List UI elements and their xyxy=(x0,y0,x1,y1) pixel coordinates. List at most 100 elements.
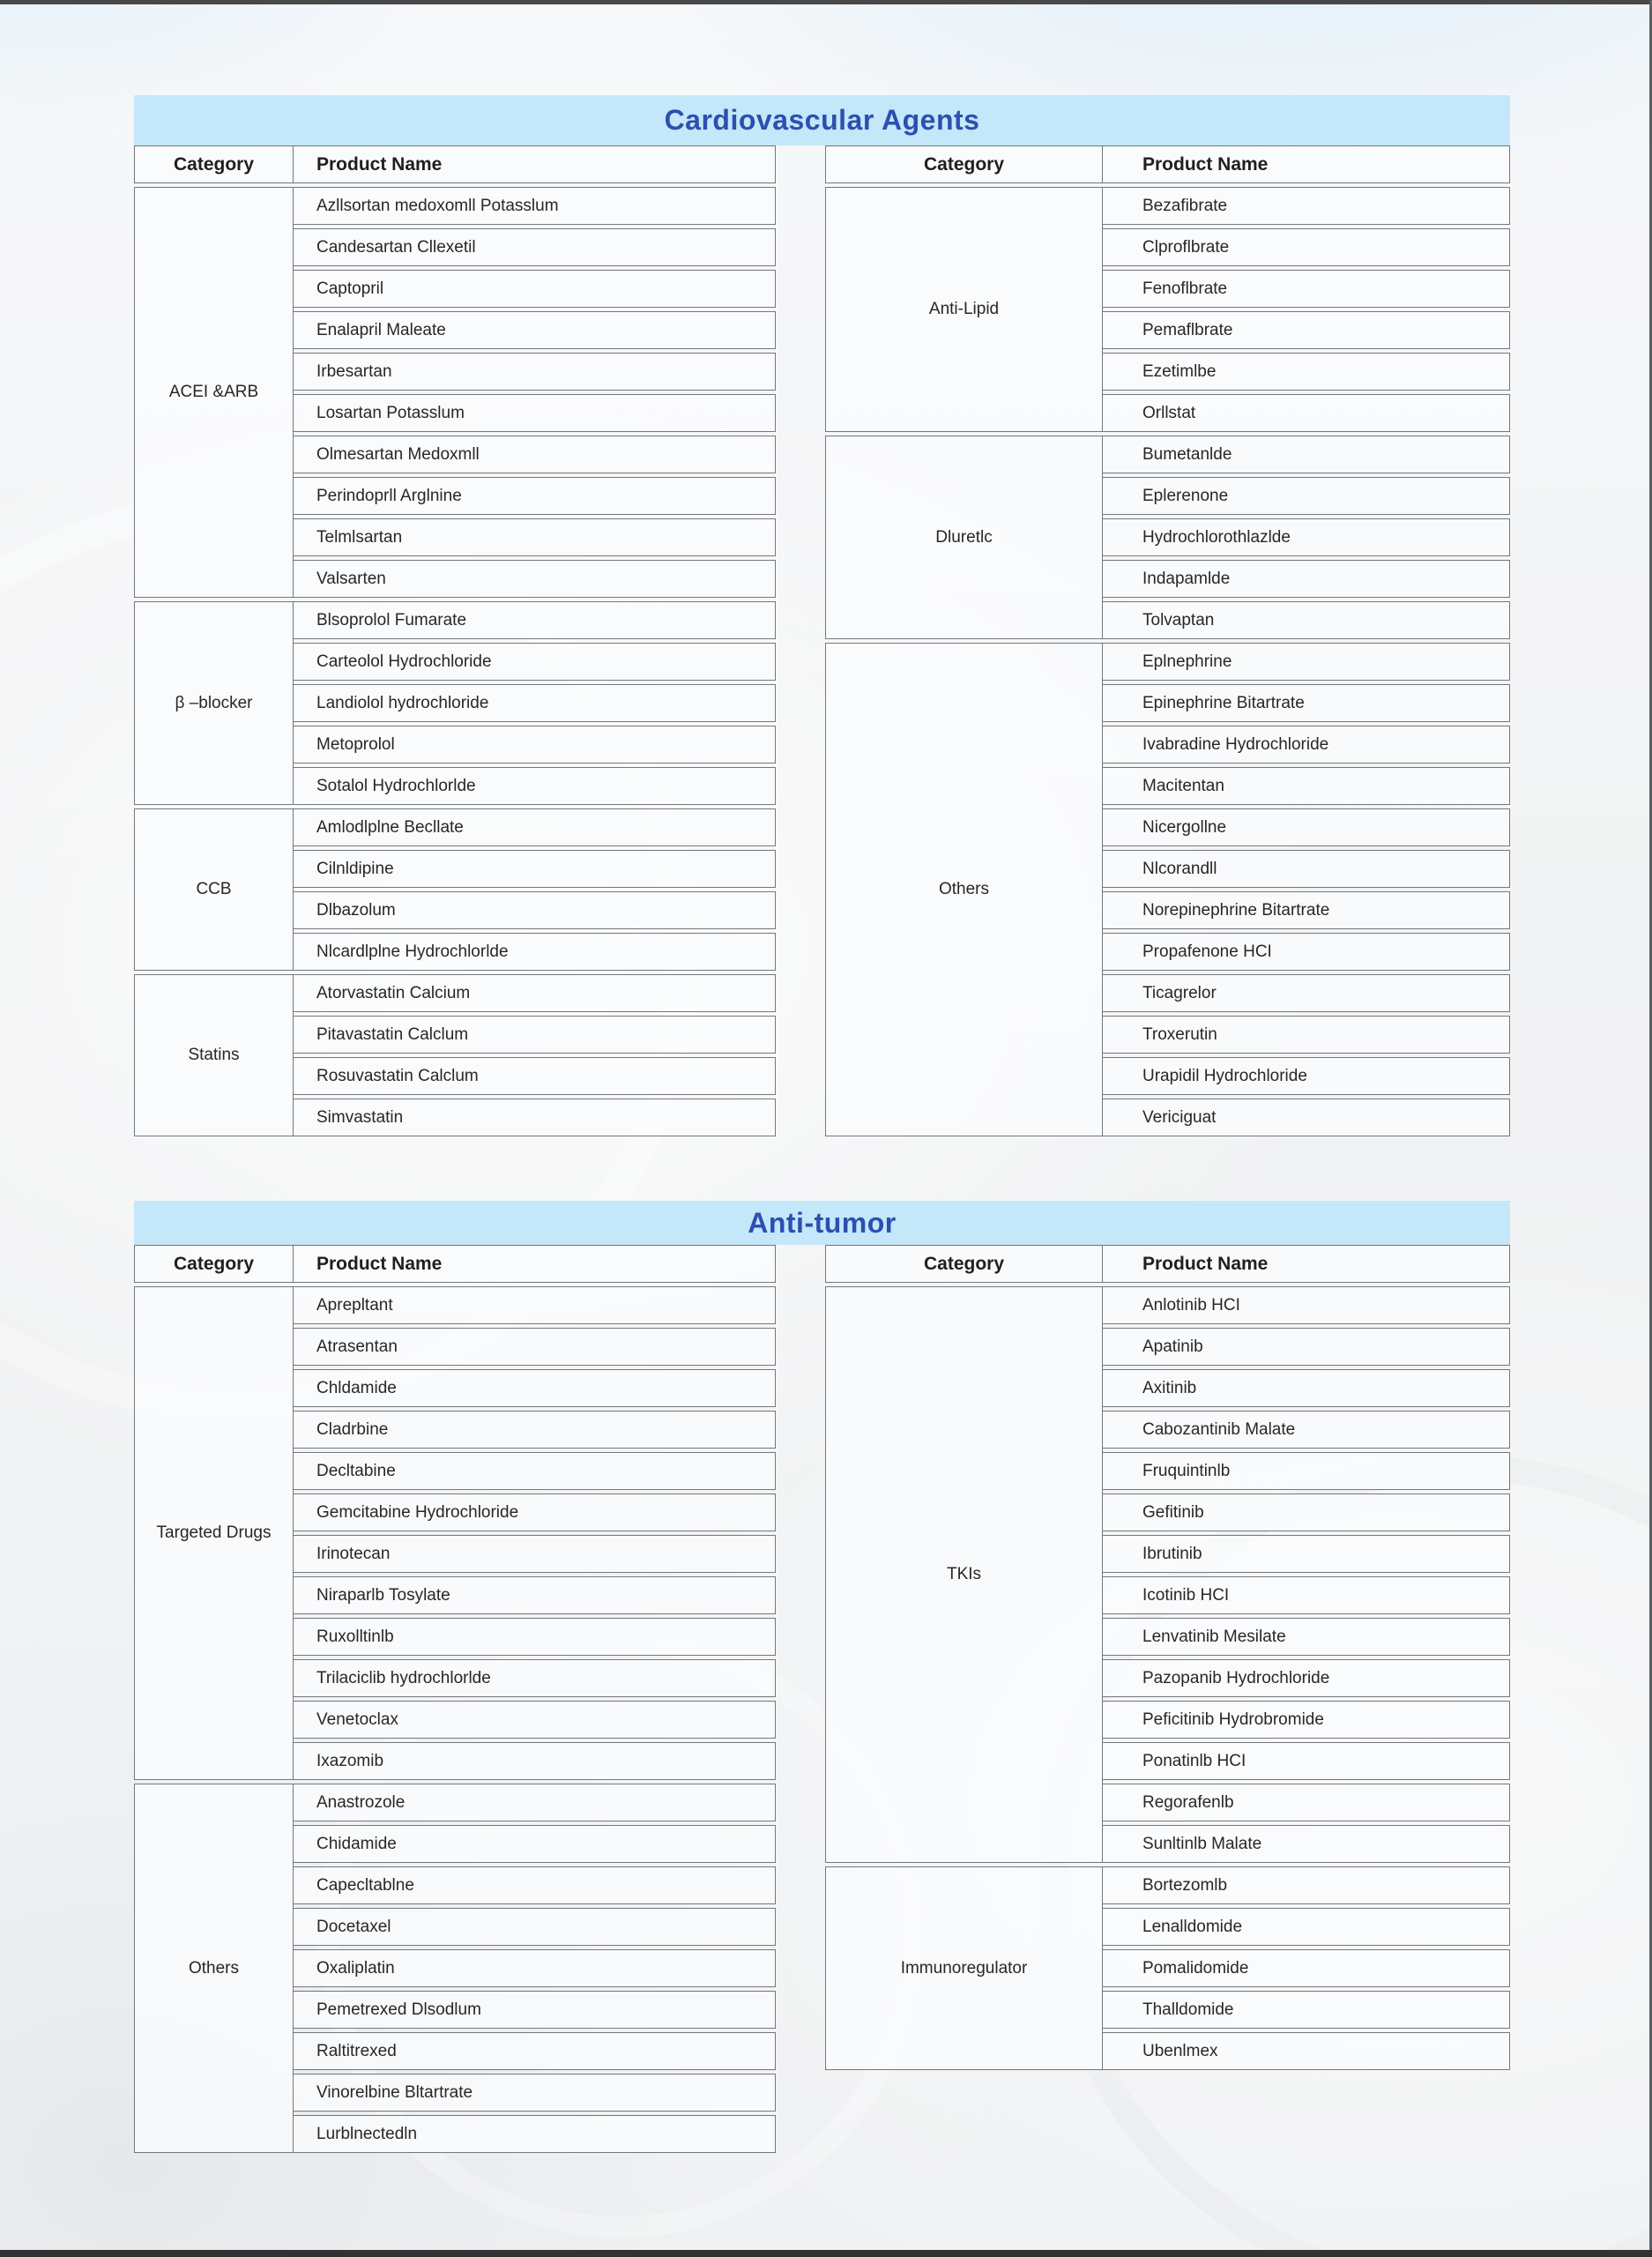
product-cell: Orllstat xyxy=(1103,394,1510,432)
category-cell: Targeted Drugs xyxy=(134,1286,294,1780)
product-cell: Candesartan Cllexetil xyxy=(294,228,776,266)
product-cell: Regorafenlb xyxy=(1103,1784,1510,1821)
product-cell: Bumetanlde xyxy=(1103,436,1510,473)
product-cell: Pomalidomide xyxy=(1103,1949,1510,1987)
product-cell: Aprepltant xyxy=(294,1286,776,1324)
product-cell: Cladrbine xyxy=(294,1411,776,1449)
product-cell: Fenoflbrate xyxy=(1103,270,1510,308)
product-cell: Rosuvastatin Calclum xyxy=(294,1057,776,1095)
product-cell: Apatinib xyxy=(1103,1328,1510,1366)
product-cell: Pemetrexed Dlsodlum xyxy=(294,1991,776,2029)
product-cell: Ponatinlb HCI xyxy=(1103,1742,1510,1780)
category-cell: CCB xyxy=(134,808,294,971)
column-header-category: Category xyxy=(134,145,294,183)
product-cell: Losartan Potasslum xyxy=(294,394,776,432)
column-header-product: Product Name xyxy=(1103,1245,1510,1283)
product-cell: Norepinephrine Bitartrate xyxy=(1103,891,1510,929)
product-table: Category Product Name Anti-Lipid Bezafibrat… xyxy=(825,145,1510,1136)
product-cell: Ruxolltinlb xyxy=(294,1618,776,1656)
product-cell: Blsoprolol Fumarate xyxy=(294,601,776,639)
section-title: Anti-tumor xyxy=(748,1206,897,1239)
product-cell: Clproflbrate xyxy=(1103,228,1510,266)
category-cell: Statins xyxy=(134,974,294,1136)
product-table: Category Product Name TKIs Anlotinib HCI Apa… xyxy=(825,1245,1510,2070)
product-cell: Macitentan xyxy=(1103,767,1510,805)
product-cell: Irbesartan xyxy=(294,353,776,391)
category-cell: Anti-Lipid xyxy=(825,187,1103,432)
product-cell: Propafenone HCI xyxy=(1103,933,1510,971)
product-cell: Epinephrine Bitartrate xyxy=(1103,684,1510,722)
page-top-border xyxy=(0,0,1652,4)
product-cell: Venetoclax xyxy=(294,1701,776,1739)
product-cell: Enalapril Maleate xyxy=(294,311,776,349)
product-cell: Troxerutin xyxy=(1103,1016,1510,1054)
product-cell: Vinorelbine Bltartrate xyxy=(294,2074,776,2112)
product-cell: Thalldomide xyxy=(1103,1991,1510,2029)
product-cell: Nlcorandll xyxy=(1103,850,1510,888)
product-cell: Irinotecan xyxy=(294,1535,776,1573)
category-cell: TKIs xyxy=(825,1286,1103,1863)
product-cell: Anlotinib HCI xyxy=(1103,1286,1510,1324)
page-bottom-border xyxy=(0,2250,1652,2257)
product-cell: Vericiguat xyxy=(1103,1099,1510,1136)
product-cell: Pemaflbrate xyxy=(1103,311,1510,349)
product-cell: Ivabradine Hydrochloride xyxy=(1103,726,1510,764)
tables-row: Category Product Name Targeted Drugs Aprepl… xyxy=(134,1245,1510,2153)
product-cell: Olmesartan Medoxmll xyxy=(294,436,776,473)
section-title-banner: Cardiovascular Agents xyxy=(134,95,1510,145)
product-cell: Ticagrelor xyxy=(1103,974,1510,1012)
category-cell: Dluretlc xyxy=(825,436,1103,639)
product-cell: Bortezomlb xyxy=(1103,1866,1510,1904)
product-cell: Dlbazolum xyxy=(294,891,776,929)
product-cell: Sotalol Hydrochlorlde xyxy=(294,767,776,805)
category-cell: Others xyxy=(134,1784,294,2153)
product-cell: Lenvatinib Mesilate xyxy=(1103,1618,1510,1656)
product-cell: Valsarten xyxy=(294,560,776,598)
product-cell: Carteolol Hydrochloride xyxy=(294,643,776,681)
page-right-border xyxy=(1649,0,1652,2257)
product-cell: Gefitinib xyxy=(1103,1493,1510,1531)
product-cell: Trilaciclib hydrochlorlde xyxy=(294,1659,776,1697)
product-cell: Axitinib xyxy=(1103,1369,1510,1407)
product-cell: Atrasentan xyxy=(294,1328,776,1366)
anti-tumor-section: Anti-tumor Category Product Name Targeted … xyxy=(134,1201,1510,2153)
product-cell: Nicergollne xyxy=(1103,808,1510,846)
product-cell: Captopril xyxy=(294,270,776,308)
product-cell: Anastrozole xyxy=(294,1784,776,1821)
product-cell: Lenalldomide xyxy=(1103,1908,1510,1946)
product-cell: Amlodlplne Becllate xyxy=(294,808,776,846)
category-cell: ACEI &ARB xyxy=(134,187,294,598)
product-cell: Urapidil Hydrochloride xyxy=(1103,1057,1510,1095)
product-cell: Ubenlmex xyxy=(1103,2032,1510,2070)
product-cell: Eplnephrine xyxy=(1103,643,1510,681)
product-cell: Atorvastatin Calcium xyxy=(294,974,776,1012)
column-header-category: Category xyxy=(825,145,1103,183)
product-cell: Peficitinib Hydrobromide xyxy=(1103,1701,1510,1739)
product-cell: Metoprolol xyxy=(294,726,776,764)
product-cell: Oxaliplatin xyxy=(294,1949,776,1987)
product-cell: Simvastatin xyxy=(294,1099,776,1136)
product-cell: Tolvaptan xyxy=(1103,601,1510,639)
product-cell: Lurblnectedln xyxy=(294,2115,776,2153)
tables-row: Category Product Name ACEI &ARB Azllsortan … xyxy=(134,145,1510,1136)
product-cell: Hydrochlorothlazlde xyxy=(1103,518,1510,556)
product-cell: Cabozantinib Malate xyxy=(1103,1411,1510,1449)
product-cell: Decltabine xyxy=(294,1452,776,1490)
product-cell: Bezafibrate xyxy=(1103,187,1510,225)
section-title-banner: Anti-tumor xyxy=(134,1201,1510,1245)
product-cell: Landiolol hydrochloride xyxy=(294,684,776,722)
product-cell: Pazopanib Hydrochloride xyxy=(1103,1659,1510,1697)
product-cell: Fruquintinlb xyxy=(1103,1452,1510,1490)
product-cell: Cilnldipine xyxy=(294,850,776,888)
column-header-category: Category xyxy=(825,1245,1103,1283)
product-cell: Chidamide xyxy=(294,1825,776,1863)
product-cell: Indapamlde xyxy=(1103,560,1510,598)
product-cell: Docetaxel xyxy=(294,1908,776,1946)
category-cell: β –blocker xyxy=(134,601,294,805)
cardiovascular-agents-section: Cardiovascular Agents Category Product Na… xyxy=(134,95,1510,1136)
product-cell: Pitavastatin Calclum xyxy=(294,1016,776,1054)
column-header-product: Product Name xyxy=(294,145,776,183)
product-cell: Ezetimlbe xyxy=(1103,353,1510,391)
product-table: Category Product Name ACEI &ARB Azllsortan … xyxy=(134,145,776,1136)
